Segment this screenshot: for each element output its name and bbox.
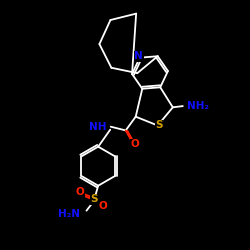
Text: NH₂: NH₂ <box>186 101 208 111</box>
Text: O: O <box>76 187 84 197</box>
Text: H₂N: H₂N <box>58 210 80 220</box>
Text: S: S <box>91 194 98 204</box>
Text: N: N <box>134 51 143 61</box>
Text: NH: NH <box>90 122 107 132</box>
Text: S: S <box>155 120 163 130</box>
Text: O: O <box>99 202 108 211</box>
Text: O: O <box>130 139 139 149</box>
